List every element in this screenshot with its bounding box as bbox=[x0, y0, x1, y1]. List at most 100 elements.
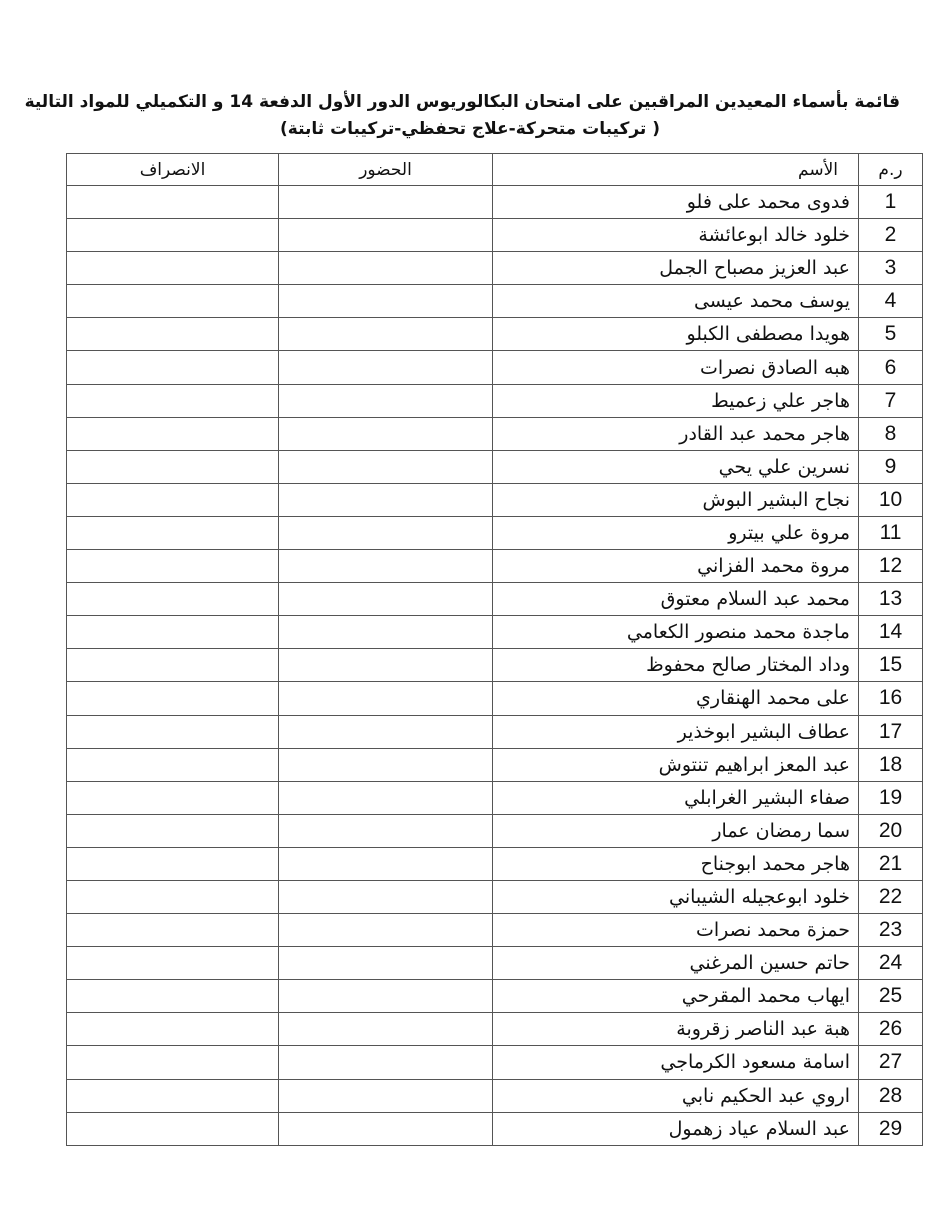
row-departure-cell bbox=[66, 946, 279, 981]
row-name: ايهاب محمد المقرحي bbox=[492, 979, 859, 1014]
table-row: 4 يوسف محمد عيسى bbox=[66, 284, 923, 319]
row-number: 3 bbox=[858, 251, 923, 286]
row-name: فدوى محمد على فلو bbox=[492, 184, 859, 220]
row-attendance-cell bbox=[278, 1045, 493, 1080]
row-attendance-cell bbox=[278, 946, 493, 981]
row-number: 29 bbox=[858, 1111, 923, 1146]
row-departure-cell bbox=[66, 979, 279, 1014]
row-departure-cell bbox=[66, 449, 279, 484]
row-number: 19 bbox=[858, 780, 923, 815]
row-departure-cell bbox=[66, 714, 279, 749]
table-row: 20 سما رمضان عمار bbox=[66, 813, 923, 848]
row-name: نجاح البشير البوش bbox=[492, 482, 859, 517]
table-row: 23 حمزة محمد نصرات bbox=[66, 913, 923, 948]
row-attendance-cell bbox=[278, 648, 493, 683]
row-name: هويدا مصطفى الكبلو bbox=[492, 317, 859, 352]
row-number: 14 bbox=[858, 615, 923, 650]
row-attendance-cell bbox=[278, 879, 493, 915]
row-departure-cell bbox=[66, 681, 279, 716]
row-attendance-cell bbox=[278, 582, 493, 617]
row-departure-cell bbox=[66, 383, 279, 418]
row-number: 23 bbox=[858, 913, 923, 948]
row-number: 20 bbox=[858, 813, 923, 848]
document-title: قائمة بأسماء المعيدين المراقبين على امتح… bbox=[24, 92, 900, 112]
row-attendance-cell bbox=[278, 780, 493, 815]
row-attendance-cell bbox=[278, 482, 493, 517]
row-departure-cell bbox=[66, 615, 279, 650]
row-name: هاجر علي زعميط bbox=[492, 383, 859, 418]
table-row: 19 صفاء البشير الغرابلي bbox=[66, 780, 923, 815]
row-name: حاتم حسين المرغني bbox=[492, 946, 859, 981]
table-row: 16 على محمد الهنقاري bbox=[66, 681, 923, 716]
row-number: 4 bbox=[858, 284, 923, 319]
row-departure-cell bbox=[66, 1111, 279, 1146]
row-number: 8 bbox=[858, 416, 923, 451]
row-number: 25 bbox=[858, 979, 923, 1014]
row-number: 2 bbox=[858, 218, 923, 253]
row-number: 7 bbox=[858, 383, 923, 418]
table-row: 13 محمد عبد السلام معتوق bbox=[66, 582, 923, 617]
table-row: 29 عبد السلام عياد زهمول bbox=[66, 1111, 923, 1146]
row-attendance-cell bbox=[278, 284, 493, 319]
row-attendance-cell bbox=[278, 218, 493, 253]
row-name: مروة علي بيترو bbox=[492, 515, 859, 551]
row-name: اسامة مسعود الكرماجي bbox=[492, 1045, 859, 1080]
row-name: وداد المختار صالح محفوظ bbox=[492, 648, 859, 683]
row-name: على محمد الهنقاري bbox=[492, 681, 859, 716]
row-name: خلود ابوعجيله الشيباني bbox=[492, 879, 859, 915]
row-name: عطاف البشير ابوخذير bbox=[492, 714, 859, 749]
row-attendance-cell bbox=[278, 251, 493, 286]
row-name: يوسف محمد عيسى bbox=[492, 284, 859, 319]
row-departure-cell bbox=[66, 879, 279, 915]
table-row: 14 ماجدة محمد منصور الكعامي bbox=[66, 615, 923, 650]
row-attendance-cell bbox=[278, 317, 493, 352]
row-departure-cell bbox=[66, 1078, 279, 1113]
row-name: اروي عبد الحكيم نابي bbox=[492, 1078, 859, 1113]
row-departure-cell bbox=[66, 317, 279, 352]
table-row: 18 عبد المعز ابراهيم تنتوش bbox=[66, 747, 923, 782]
row-number: 12 bbox=[858, 549, 923, 584]
row-attendance-cell bbox=[278, 449, 493, 484]
table-row: 2 خلود خالد ابوعائشة bbox=[66, 218, 923, 253]
row-name: ماجدة محمد منصور الكعامي bbox=[492, 615, 859, 650]
row-name: عبد العزيز مصباح الجمل bbox=[492, 251, 859, 286]
row-number: 28 bbox=[858, 1078, 923, 1113]
row-number: 26 bbox=[858, 1012, 923, 1047]
table-row: 17 عطاف البشير ابوخذير bbox=[66, 714, 923, 749]
row-attendance-cell bbox=[278, 1078, 493, 1113]
table-row: 5 هويدا مصطفى الكبلو bbox=[66, 317, 923, 352]
row-departure-cell bbox=[66, 218, 279, 253]
row-name: سما رمضان عمار bbox=[492, 813, 859, 848]
document-subtitle: ( تركيبات متحركة-علاج تحفظي-تركيبات ثابت… bbox=[280, 119, 660, 139]
row-name: خلود خالد ابوعائشة bbox=[492, 218, 859, 253]
header-name: الأسم bbox=[492, 153, 859, 186]
row-number: 21 bbox=[858, 846, 923, 881]
row-name: صفاء البشير الغرابلي bbox=[492, 780, 859, 815]
row-departure-cell bbox=[66, 648, 279, 683]
row-departure-cell bbox=[66, 549, 279, 584]
table-header-row: ر.م الأسم الحضور الانصراف bbox=[66, 153, 923, 186]
row-departure-cell bbox=[66, 582, 279, 617]
row-departure-cell bbox=[66, 416, 279, 451]
table-row: 6 هبه الصادق نصرات bbox=[66, 350, 923, 385]
row-departure-cell bbox=[66, 284, 279, 319]
row-departure-cell bbox=[66, 747, 279, 782]
row-number: 27 bbox=[858, 1045, 923, 1080]
table-row: 28 اروي عبد الحكيم نابي bbox=[66, 1078, 923, 1113]
table-row: 27 اسامة مسعود الكرماجي bbox=[66, 1045, 923, 1080]
table-row: 21 هاجر محمد ابوجناح bbox=[66, 846, 923, 881]
row-attendance-cell bbox=[278, 350, 493, 385]
table-row: 11 مروة علي بيترو bbox=[66, 515, 923, 551]
row-attendance-cell bbox=[278, 714, 493, 749]
row-number: 10 bbox=[858, 482, 923, 517]
row-departure-cell bbox=[66, 184, 279, 220]
table-row: 15 وداد المختار صالح محفوظ bbox=[66, 648, 923, 683]
row-number: 18 bbox=[858, 747, 923, 782]
invigilators-table: ر.م الأسم الحضور الانصراف 1 فدوى محمد على… bbox=[66, 153, 923, 1146]
row-departure-cell bbox=[66, 350, 279, 385]
row-name: عبد السلام عياد زهمول bbox=[492, 1111, 859, 1146]
row-attendance-cell bbox=[278, 515, 493, 551]
row-number: 22 bbox=[858, 879, 923, 915]
row-attendance-cell bbox=[278, 681, 493, 716]
row-attendance-cell bbox=[278, 979, 493, 1014]
